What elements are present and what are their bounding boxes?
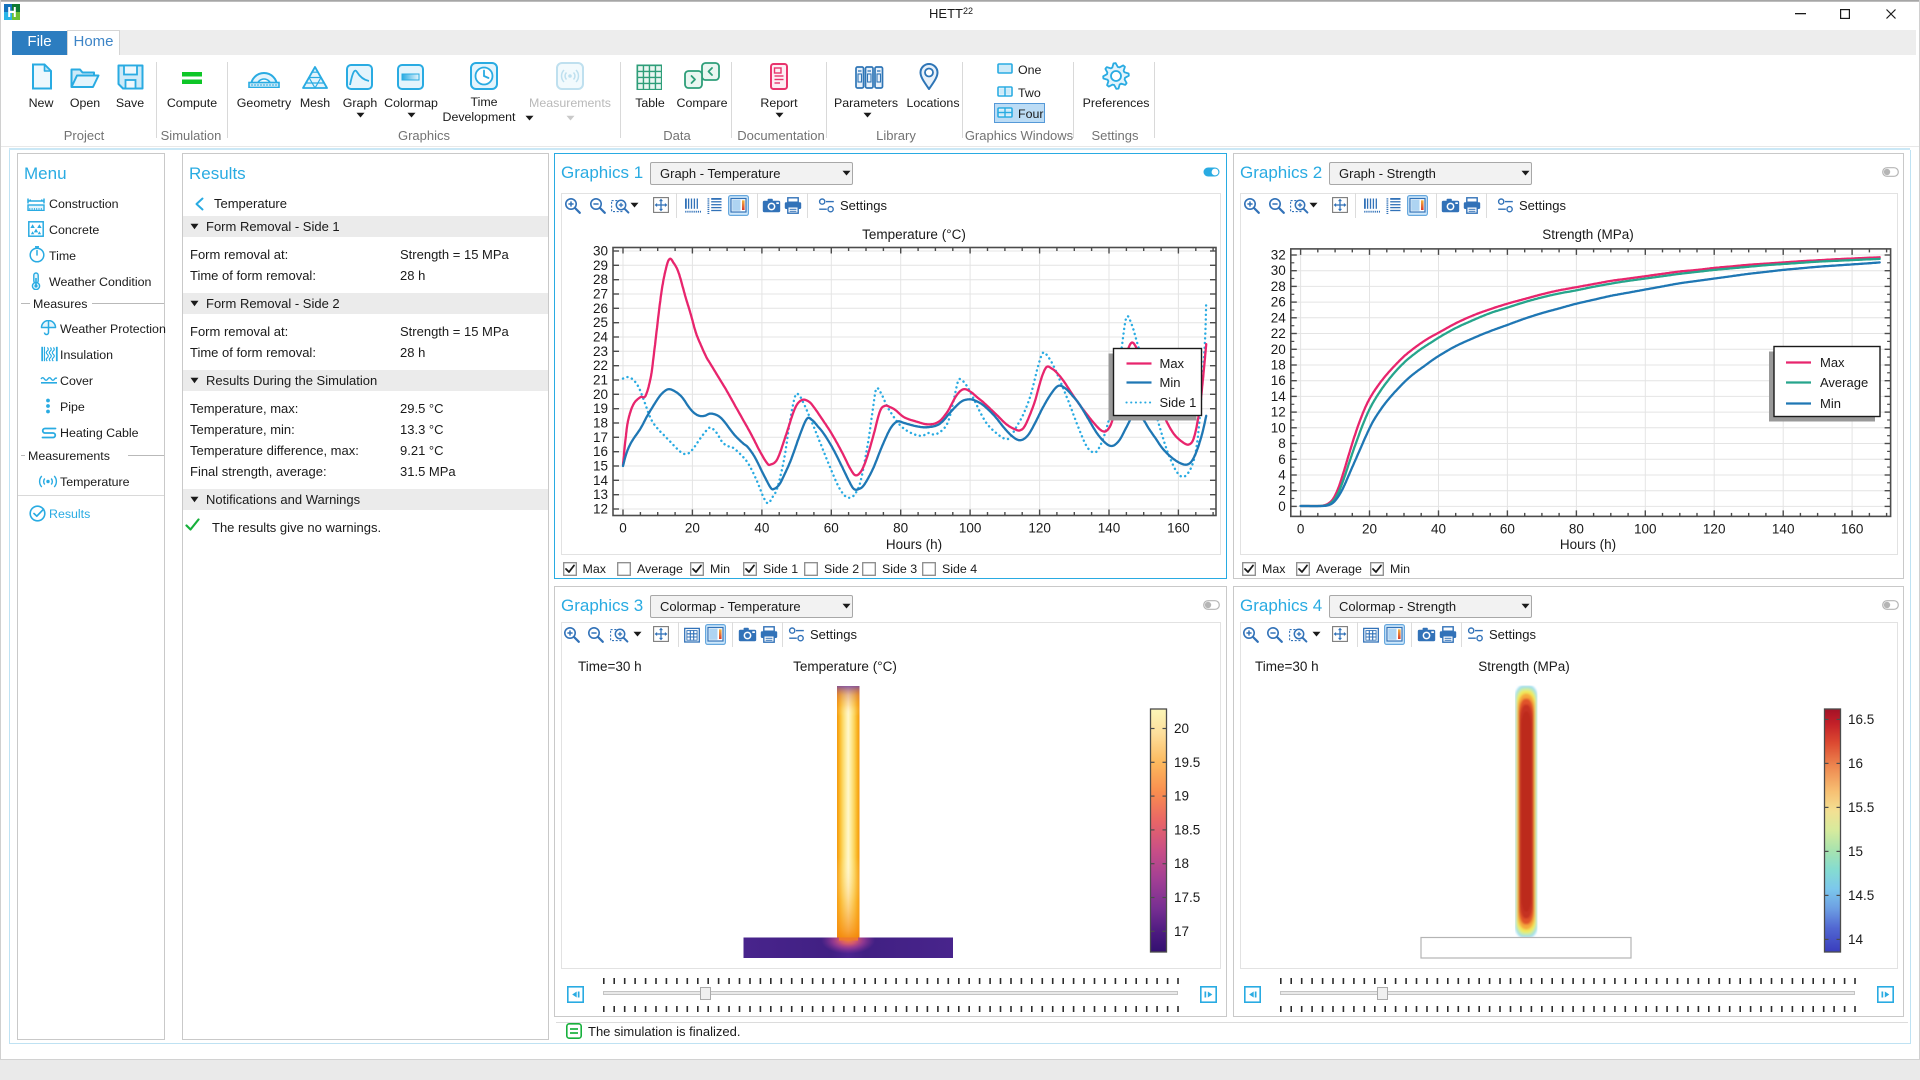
svg-text:140: 140 — [1098, 521, 1121, 536]
svg-text:80: 80 — [893, 521, 908, 536]
svg-text:Max: Max — [1820, 355, 1845, 370]
svg-text:Min: Min — [1160, 375, 1181, 390]
svg-text:20: 20 — [1174, 721, 1189, 736]
svg-text:14: 14 — [593, 473, 609, 488]
svg-text:29: 29 — [593, 258, 608, 273]
svg-text:17: 17 — [1174, 924, 1189, 939]
svg-text:21: 21 — [593, 373, 608, 388]
svg-text:24: 24 — [593, 330, 609, 345]
svg-text:0: 0 — [1278, 499, 1286, 514]
svg-text:20: 20 — [1271, 342, 1286, 357]
svg-text:16: 16 — [1848, 756, 1863, 771]
svg-text:60: 60 — [1500, 521, 1515, 536]
svg-text:15.5: 15.5 — [1848, 800, 1874, 815]
svg-text:19.5: 19.5 — [1174, 755, 1200, 770]
svg-text:Average: Average — [1820, 375, 1868, 390]
svg-text:18.5: 18.5 — [1174, 822, 1200, 837]
svg-text:4: 4 — [1278, 468, 1286, 483]
svg-text:0: 0 — [619, 521, 627, 536]
svg-text:Time=30 h: Time=30 h — [1255, 659, 1319, 674]
svg-text:16.5: 16.5 — [1848, 712, 1874, 727]
svg-text:12: 12 — [1271, 405, 1286, 420]
svg-text:Side 1: Side 1 — [1160, 395, 1197, 410]
svg-text:22: 22 — [1271, 326, 1286, 341]
svg-text:20: 20 — [685, 521, 700, 536]
svg-text:10: 10 — [1271, 420, 1286, 435]
svg-text:14.5: 14.5 — [1848, 888, 1874, 903]
svg-text:19: 19 — [593, 401, 608, 416]
svg-text:24: 24 — [1271, 310, 1287, 325]
svg-text:18: 18 — [1174, 856, 1189, 871]
svg-text:100: 100 — [1634, 521, 1657, 536]
svg-text:17.5: 17.5 — [1174, 890, 1200, 905]
svg-text:20: 20 — [593, 387, 608, 402]
svg-text:2: 2 — [1278, 483, 1286, 498]
svg-text:20: 20 — [1362, 521, 1377, 536]
svg-text:140: 140 — [1772, 521, 1795, 536]
svg-text:120: 120 — [1703, 521, 1726, 536]
svg-text:14: 14 — [1271, 389, 1287, 404]
svg-text:13: 13 — [593, 487, 608, 502]
svg-text:Max: Max — [1160, 356, 1185, 371]
svg-text:120: 120 — [1028, 521, 1051, 536]
svg-text:160: 160 — [1841, 521, 1864, 536]
svg-text:Strength (MPa): Strength (MPa) — [1542, 227, 1634, 242]
svg-text:Hours (h): Hours (h) — [1560, 537, 1616, 552]
svg-text:Time=30 h: Time=30 h — [578, 659, 642, 674]
svg-text:17: 17 — [593, 430, 608, 445]
svg-text:25: 25 — [593, 315, 608, 330]
svg-text:0: 0 — [1297, 521, 1305, 536]
svg-text:26: 26 — [593, 301, 608, 316]
svg-text:15: 15 — [593, 459, 608, 474]
svg-text:18: 18 — [593, 416, 608, 431]
svg-text:60: 60 — [824, 521, 839, 536]
svg-text:23: 23 — [593, 344, 608, 359]
svg-text:Strength (MPa): Strength (MPa) — [1478, 659, 1570, 674]
svg-text:30: 30 — [1271, 263, 1286, 278]
svg-text:Temperature (°C): Temperature (°C) — [862, 227, 966, 242]
svg-text:16: 16 — [1271, 373, 1286, 388]
svg-text:8: 8 — [1278, 436, 1286, 451]
svg-text:22: 22 — [593, 358, 608, 373]
svg-text:15: 15 — [1848, 844, 1863, 859]
svg-text:28: 28 — [593, 272, 608, 287]
svg-text:6: 6 — [1278, 452, 1286, 467]
svg-text:14: 14 — [1848, 932, 1864, 947]
svg-text:Hours (h): Hours (h) — [886, 537, 942, 552]
svg-text:Temperature (°C): Temperature (°C) — [793, 659, 897, 674]
svg-text:18: 18 — [1271, 358, 1286, 373]
svg-text:12: 12 — [593, 502, 608, 517]
svg-text:Min: Min — [1820, 396, 1841, 411]
svg-text:100: 100 — [959, 521, 982, 536]
svg-text:27: 27 — [593, 287, 608, 302]
svg-text:16: 16 — [593, 444, 608, 459]
svg-text:19: 19 — [1174, 789, 1189, 804]
svg-text:80: 80 — [1569, 521, 1584, 536]
svg-text:28: 28 — [1271, 279, 1286, 294]
svg-text:40: 40 — [754, 521, 769, 536]
svg-text:30: 30 — [593, 244, 608, 259]
svg-text:26: 26 — [1271, 295, 1286, 310]
svg-text:160: 160 — [1167, 521, 1190, 536]
svg-text:32: 32 — [1271, 248, 1286, 263]
svg-text:40: 40 — [1431, 521, 1446, 536]
